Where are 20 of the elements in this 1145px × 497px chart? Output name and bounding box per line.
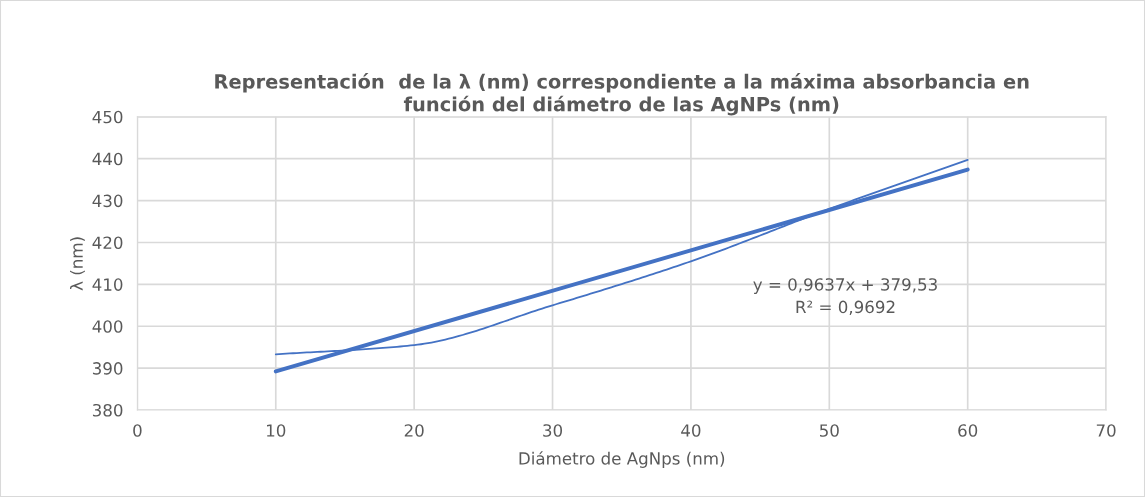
x-tick-label: 50 [819, 424, 839, 437]
y-tick-label: 400 [92, 320, 123, 333]
x-tick-label: 10 [267, 424, 286, 437]
x-tick-label: 30 [543, 424, 563, 437]
x-axis-title: Diámetro de AgNps (nm) [519, 451, 725, 468]
y-tick-label: 410 [92, 278, 123, 291]
x-tick-label: 0 [133, 424, 142, 437]
x-tick-label: 40 [681, 424, 701, 437]
x-tick-label: 60 [958, 424, 978, 437]
y-tick-label: 380 [92, 403, 123, 417]
x-tick-label: 20 [404, 424, 424, 437]
y-tick-label: 430 [92, 194, 123, 208]
chart-title: Representación de la λ (nm) correspondiente a la máxima absorbancia en función del diámetro de las AgNPs (nm) [215, 72, 1029, 116]
y-tick-label: 450 [92, 110, 123, 124]
annotation: y = 0,9637x + 379,53 R² = 0,9692 [753, 278, 937, 315]
y-axis-title: λ (nm) [70, 237, 85, 291]
y-tick-label: 420 [92, 236, 123, 250]
y-tick-label: 390 [92, 362, 123, 375]
y-tick-label: 440 [92, 152, 123, 166]
x-tick-label: 70 [1096, 424, 1116, 437]
